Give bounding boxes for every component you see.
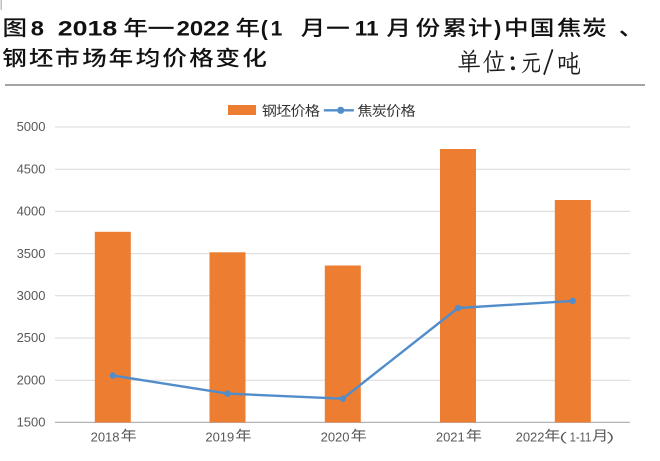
svg-text:2018: 2018 (91, 430, 120, 445)
svg-text:11: 11 (355, 17, 379, 40)
svg-text:1500: 1500 (17, 415, 46, 430)
svg-text:2022: 2022 (177, 17, 230, 40)
svg-text:4500: 4500 (17, 161, 46, 176)
svg-text:2000: 2000 (17, 372, 46, 387)
svg-text:1: 1 (271, 17, 283, 40)
svg-text:): ) (494, 17, 501, 40)
svg-text:2022: 2022 (516, 430, 545, 445)
svg-text:3500: 3500 (17, 246, 46, 261)
svg-text:5000: 5000 (17, 119, 46, 134)
svg-text:4000: 4000 (17, 204, 46, 219)
svg-text:2500: 2500 (17, 330, 46, 345)
svg-text:2021: 2021 (436, 430, 465, 445)
svg-text:3000: 3000 (17, 288, 46, 303)
svg-text:2018: 2018 (58, 17, 118, 40)
svg-text:(: ( (261, 17, 268, 40)
svg-text:2019: 2019 (205, 430, 234, 445)
svg-text:8: 8 (31, 17, 45, 40)
svg-text:1-11: 1-11 (570, 430, 592, 445)
svg-text:2020: 2020 (321, 430, 350, 445)
